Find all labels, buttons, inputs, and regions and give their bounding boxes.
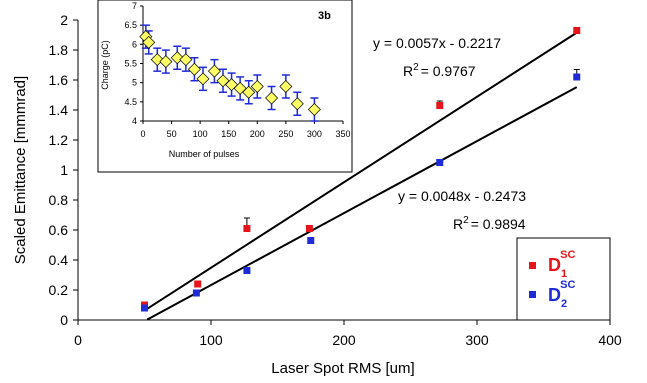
inset-x-ticks: 0 50 100 150 200 250 300 350 [140, 121, 351, 139]
data-point-series-2 [192, 289, 200, 297]
inset-y-tick-label: 4 [132, 116, 137, 126]
inset-data-points [139, 30, 321, 116]
main-y-tick-label: 0.4 [49, 252, 69, 268]
data-point-series-2 [307, 237, 315, 244]
main-x-axis-title: Laser Spot RMS [um] [271, 360, 414, 377]
inset-x-tick-label: 150 [221, 129, 236, 139]
data-point-series-2 [573, 73, 581, 81]
main-x-tick-label: 300 [465, 332, 489, 348]
main-y-tick-label: 0.6 [49, 222, 69, 238]
inset-y-axis-title: Charge (pC) [100, 40, 110, 90]
data-point-series-2 [436, 159, 444, 166]
inset-data-point [307, 103, 321, 116]
data-points [141, 27, 581, 312]
legend-marker-d1 [529, 262, 536, 269]
inset-y-tick-label: 6.5 [124, 20, 137, 30]
inset-y-tick-label: 5 [132, 78, 137, 88]
fit1-r2: R2 = 0.9767 [403, 62, 476, 79]
inset-y-ticks: 4 4.5 5 5.5 6 6.5 7 [124, 1, 143, 126]
fit2-r2: R2 = 0.9894 [453, 215, 526, 232]
inset-data-point [196, 72, 210, 86]
data-point-series-2 [243, 267, 251, 274]
data-point-series-1 [194, 280, 202, 288]
inset-y-tick-label: 7 [132, 1, 137, 11]
legend: D1SC D2SC [516, 237, 611, 321]
main-x-tick-label: 100 [199, 332, 223, 348]
main-y-axis-title: Scaled Emittance [mmmrad] [12, 76, 29, 264]
inset-frame [97, 0, 353, 173]
inset-data-point [290, 97, 304, 111]
data-point-series-1 [305, 225, 313, 232]
main-y-tick-label: 2 [60, 12, 68, 28]
inset-data-point [207, 64, 221, 78]
inset-data-point [159, 55, 173, 69]
inset-y-tick-label: 6 [132, 39, 137, 49]
inset-x-tick-label: 100 [193, 129, 208, 139]
legend-label-d2: D2SC [548, 279, 575, 310]
fit-line-series-1 [146, 31, 578, 310]
main-x-tick-label: 400 [598, 332, 622, 348]
main-y-tick-label: 1.8 [49, 42, 69, 58]
main-x-ticks: 0 100 200 300 400 [74, 320, 622, 348]
inset-x-tick-label: 200 [250, 129, 265, 139]
inset-x-tick-label: 300 [307, 129, 322, 139]
inset-data-point [242, 85, 256, 99]
inset-x-tick-label: 0 [140, 129, 145, 139]
inset-x-tick-label: 350 [335, 129, 350, 139]
main-y-tick-label: 0.8 [49, 192, 69, 208]
main-y-tick-label: 0 [60, 312, 68, 328]
fit2-equation: y = 0.0048x - 0.2473 [398, 188, 526, 204]
inset-data-point [142, 35, 156, 49]
legend-marker-d2 [529, 291, 536, 298]
inset-data-point [187, 62, 201, 76]
inset-y-tick-label: 4.5 [124, 97, 137, 107]
inset-title: 3b [318, 10, 331, 22]
main-y-tick-label: 0.2 [49, 282, 69, 298]
inset-data-point [265, 91, 279, 105]
legend-box [516, 237, 611, 321]
fit-lines [146, 31, 578, 321]
data-point-series-1 [573, 27, 581, 34]
main-y-tick-label: 1.4 [49, 102, 69, 118]
fit1-equation: y = 0.0057x - 0.2217 [373, 35, 501, 51]
inset-x-tick-label: 50 [167, 129, 177, 139]
inset-data-point [179, 53, 193, 67]
inset-x-tick-label: 250 [278, 129, 293, 139]
data-point-series-1 [436, 102, 444, 109]
inset-x-axis-title: Number of pulses [169, 149, 240, 159]
main-y-tick-label: 1 [60, 162, 68, 178]
inset-chart: 4 4.5 5 5.5 6 6.5 7 0 50 100 150 200 250 300 350 3b N… [97, 0, 353, 173]
main-y-ticks: 0 0.2 0.4 0.6 0.8 1 1.2 1.4 1.6 1.8 2 [49, 12, 78, 328]
inset-data-point [279, 80, 293, 93]
fit-line-series-2 [146, 86, 578, 321]
data-point-series-2 [141, 304, 148, 312]
legend-label-d1: D1SC [548, 249, 575, 280]
main-y-tick-label: 1.2 [49, 132, 69, 148]
inset-data-point [150, 53, 164, 67]
main-y-tick-label: 1.6 [49, 72, 69, 88]
main-x-tick-label: 200 [332, 332, 356, 348]
main-x-tick-label: 0 [74, 332, 82, 348]
inset-data-point [170, 51, 184, 65]
inset-data-point [250, 80, 264, 93]
inset-y-tick-label: 5.5 [124, 59, 137, 69]
data-point-series-1 [243, 225, 251, 232]
